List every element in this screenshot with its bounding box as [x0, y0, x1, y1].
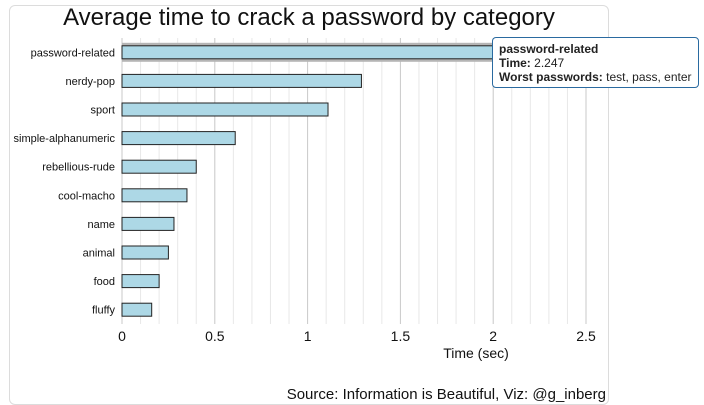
y-tick-label: fluffy — [92, 305, 116, 317]
y-tick-label: name — [87, 219, 115, 231]
bar-fluffy — [121, 302, 153, 317]
bar-animal — [121, 245, 169, 260]
bar-rebellious-rude — [121, 159, 197, 174]
bar-nerdy-pop — [121, 73, 362, 88]
bar-sport — [121, 102, 329, 117]
bar-cool-macho — [121, 188, 188, 203]
tooltip-category: password-related — [499, 42, 599, 56]
y-tick-label: password-related — [31, 47, 115, 59]
x-tick-label: 0.5 — [205, 328, 225, 344]
x-axis-label: Time (sec) — [443, 345, 509, 361]
x-tick-label: 2.5 — [576, 328, 596, 344]
y-tick-label: sport — [91, 105, 115, 117]
tooltip-time-value: 2.247 — [534, 56, 565, 70]
tooltip-worst-value: test, pass, enter — [606, 70, 692, 84]
bar-simple-alphanumeric — [121, 131, 236, 146]
tooltip-time-label: Time: — [499, 56, 531, 70]
source-note: Source: Information is Beautiful, Viz: @… — [286, 386, 606, 403]
x-tick-label: 1 — [304, 328, 312, 344]
x-tick-label: 1.5 — [391, 328, 411, 344]
x-tick-label: 0 — [118, 328, 126, 344]
y-tick-label: cool-macho — [58, 190, 115, 202]
chart-title: Average time to crack a password by cate… — [63, 4, 555, 31]
tooltip: password-related Time: 2.247 Worst passw… — [492, 37, 699, 88]
bar-password-related — [121, 45, 540, 60]
x-tick-label: 2 — [489, 328, 497, 344]
tooltip-worst-label: Worst passwords: — [499, 70, 603, 84]
bar-food — [121, 274, 160, 289]
y-tick-label: animal — [83, 248, 115, 260]
y-tick-label: rebellious-rude — [42, 162, 115, 174]
y-tick-label: food — [94, 276, 115, 288]
y-tick-label: nerdy-pop — [65, 76, 115, 88]
bar-name — [121, 216, 175, 231]
y-tick-label: simple-alphanumeric — [14, 133, 116, 145]
